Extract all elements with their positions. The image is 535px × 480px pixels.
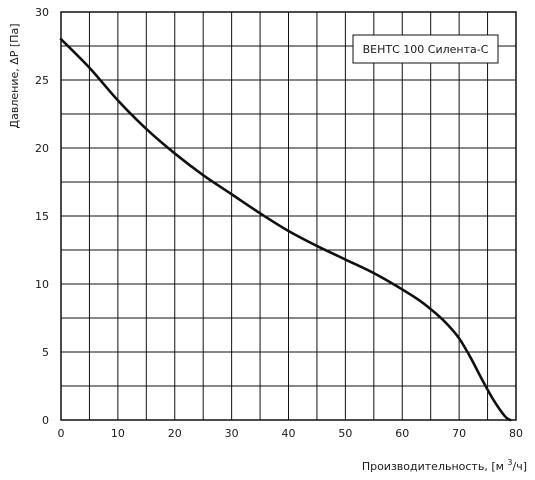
x-axis-label-sup: 3 [507, 458, 512, 467]
x-axis-label-main: Производительность, [м [362, 460, 508, 473]
tick-labels: 0 10 20 30 40 50 60 70 80 0 5 10 15 20 25 30 [35, 6, 523, 440]
y-tick-label: 0 [42, 414, 49, 427]
y-tick-label: 5 [42, 346, 49, 359]
x-tick-label: 10 [111, 427, 125, 440]
y-axis-label: Давление, ΔP [Па] [8, 24, 21, 129]
x-tick-label: 0 [58, 427, 65, 440]
x-tick-label: 80 [509, 427, 523, 440]
legend-box [352, 34, 499, 64]
x-axis-label-end: /ч] [513, 460, 528, 473]
y-tick-label: 10 [35, 278, 49, 291]
y-tick-label: 25 [35, 74, 49, 87]
y-tick-label: 20 [35, 142, 49, 155]
grid [61, 12, 516, 420]
x-axis-label: Производительность, [м 3/ч] [362, 458, 527, 473]
x-tick-label: 30 [225, 427, 239, 440]
legend-entry: ВЕНТС 100 Силента-С [363, 43, 489, 56]
plot-frame [60, 11, 517, 421]
series-curves [59, 37, 512, 422]
x-tick-label: 20 [168, 427, 182, 440]
x-tick-label: 40 [282, 427, 296, 440]
legend: ВЕНТС 100 Силента-С [352, 34, 499, 64]
y-tick-label: 30 [35, 6, 49, 19]
x-tick-label: 60 [395, 427, 409, 440]
series-line [59, 37, 512, 422]
x-tick-label: 50 [338, 427, 352, 440]
x-tick-label: 70 [452, 427, 466, 440]
y-tick-label: 15 [35, 210, 49, 223]
